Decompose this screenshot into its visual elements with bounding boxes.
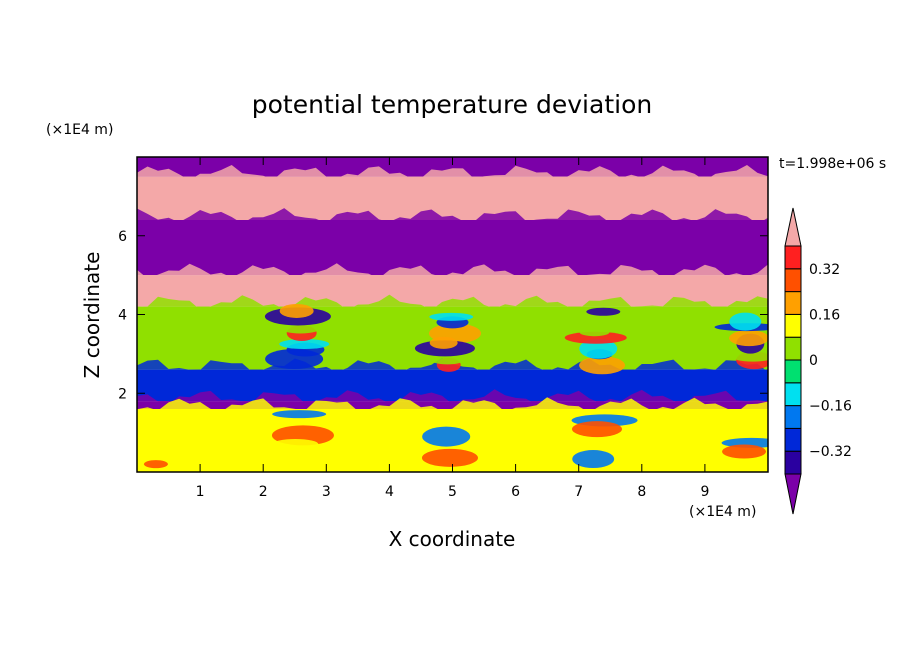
contour-blob xyxy=(429,354,466,365)
contour-blob xyxy=(564,331,627,344)
contour-layer xyxy=(137,176,768,220)
colorbar-arrow-bottom xyxy=(784,473,802,515)
colorbar-bin xyxy=(784,245,802,270)
contour-blob xyxy=(279,339,330,350)
colorbar-bin xyxy=(784,405,802,429)
x-tick-label: 9 xyxy=(700,484,709,500)
colorbar-bin xyxy=(784,336,802,361)
contour-blob xyxy=(571,421,622,438)
colorbar-bin xyxy=(784,313,802,338)
contour-blob xyxy=(421,448,478,467)
y-tick-label: 6 xyxy=(118,229,127,245)
x-tick-label: 8 xyxy=(637,484,646,500)
x-tick-label: 5 xyxy=(448,484,457,500)
colorbar: 0.32 0.16 0 −0.16 −0.32 xyxy=(784,207,852,515)
contour-blob xyxy=(579,356,626,375)
colorbar-bin xyxy=(784,450,802,475)
contour-edge xyxy=(137,263,768,279)
contour-field xyxy=(137,157,768,472)
colorbar-bin xyxy=(784,427,802,452)
time-label: t=1.998e+06 s xyxy=(779,156,886,172)
contour-blob xyxy=(579,328,610,337)
colorbar-tick-label: −0.16 xyxy=(809,399,852,415)
x-tick-label: 2 xyxy=(259,484,268,500)
contour-blob xyxy=(721,437,768,448)
contour-blob xyxy=(272,439,319,450)
contour-edge xyxy=(137,397,768,413)
y-axis-unit: (×1E4 m) xyxy=(46,122,113,138)
contour-blob xyxy=(279,303,314,318)
contour-blob xyxy=(586,307,621,316)
contour-blob xyxy=(429,312,474,321)
contour-blob xyxy=(572,450,615,469)
contour-layer xyxy=(137,369,768,402)
contour-blob xyxy=(729,330,768,347)
contour-layer xyxy=(137,401,768,409)
colorbar-tick-label: 0 xyxy=(809,353,818,369)
contour-edge xyxy=(137,165,768,181)
contour-blob xyxy=(422,426,471,447)
x-tick-label: 1 xyxy=(196,484,205,500)
x-axis-unit: (×1E4 m) xyxy=(689,504,756,520)
x-axis-label: X coordinate xyxy=(389,527,516,551)
colorbar-bin xyxy=(784,359,802,384)
colorbar-tick-label: 0.16 xyxy=(809,307,840,323)
contour-layer xyxy=(137,220,768,276)
colorbar-bin xyxy=(784,291,802,315)
chart-title: potential temperature deviation xyxy=(252,90,652,119)
contour-blob xyxy=(265,348,324,369)
contour-blob xyxy=(721,415,768,428)
contour-blob xyxy=(143,460,168,469)
contour-blob xyxy=(579,338,618,359)
colorbar-tick-label: 0.32 xyxy=(809,262,840,278)
y-axis-ticks: 2 4 6 xyxy=(118,229,768,402)
contour-blob xyxy=(429,336,458,349)
x-tick-label: 3 xyxy=(322,484,331,500)
colorbar-bin xyxy=(784,382,802,407)
x-tick-label: 7 xyxy=(574,484,583,500)
colorbar-arrow-top xyxy=(784,207,802,247)
colorbar-tick-label: −0.32 xyxy=(809,444,852,460)
contour-edge xyxy=(137,389,768,405)
contour-blob xyxy=(722,444,767,459)
x-tick-label: 6 xyxy=(511,484,520,500)
contour-blob xyxy=(272,410,327,419)
y-tick-label: 2 xyxy=(118,386,127,402)
contour-edge xyxy=(137,208,768,224)
x-tick-label: 4 xyxy=(385,484,394,500)
y-axis-label: Z coordinate xyxy=(80,252,104,379)
y-tick-label: 4 xyxy=(118,308,127,324)
contour-blob xyxy=(729,312,762,331)
x-axis-ticks: 1 2 3 4 5 6 7 8 9 xyxy=(196,157,709,500)
colorbar-bin xyxy=(784,268,802,293)
